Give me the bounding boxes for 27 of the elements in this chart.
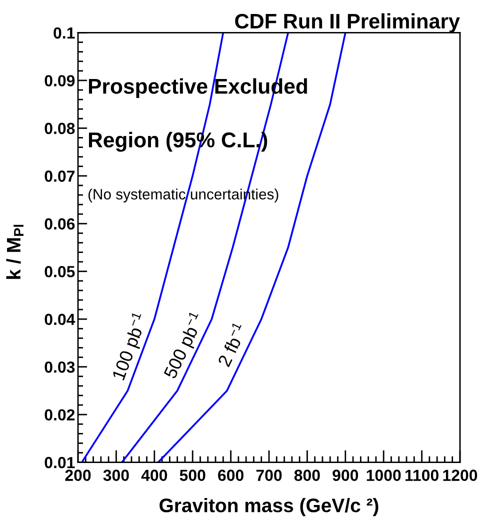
y-axis-title: k / M$_{Pl}$	[6, 224, 24, 279]
y-tick-label: 0.01	[44, 456, 75, 468]
y-tick-label: 0.05	[44, 266, 75, 278]
x-tick-label: 600	[218, 470, 244, 481]
text: 500 pb$^{−1}$	[160, 310, 208, 381]
y-tick-label: 0.09	[44, 75, 75, 86]
y-tick-label: 0.03	[44, 361, 75, 373]
y-tick-label: 0.06	[44, 218, 75, 230]
x-tick-label: 1200	[443, 470, 478, 481]
x-tick-label: 1100	[405, 470, 438, 481]
y-tick-label: 0.02	[44, 409, 75, 421]
y-tick-label: 0.07	[44, 170, 75, 182]
y-tick-label: 0.08	[44, 122, 75, 134]
chart-title: CDF Run II Preliminary	[235, 13, 460, 33]
x-tick-label: 800	[294, 470, 320, 481]
y-tick-label: 0.1	[54, 27, 75, 39]
x-axis-title: Graviton mass (GeV/c ²)	[160, 498, 378, 516]
x-tick-label: 200	[65, 470, 91, 481]
x-tick-label: 300	[103, 470, 129, 481]
x-tick-label: 400	[141, 470, 168, 481]
text: 2 fb$^{−1}$	[214, 322, 248, 368]
y-tick-label: 0.04	[44, 314, 76, 326]
x-tick-label: 700	[256, 470, 282, 481]
x-tick-label: 1000	[366, 470, 401, 481]
x-tick-label: 900	[332, 470, 358, 481]
x-tick-label: 500	[180, 470, 206, 481]
text: 100 pb$^{−1}$	[109, 312, 151, 382]
